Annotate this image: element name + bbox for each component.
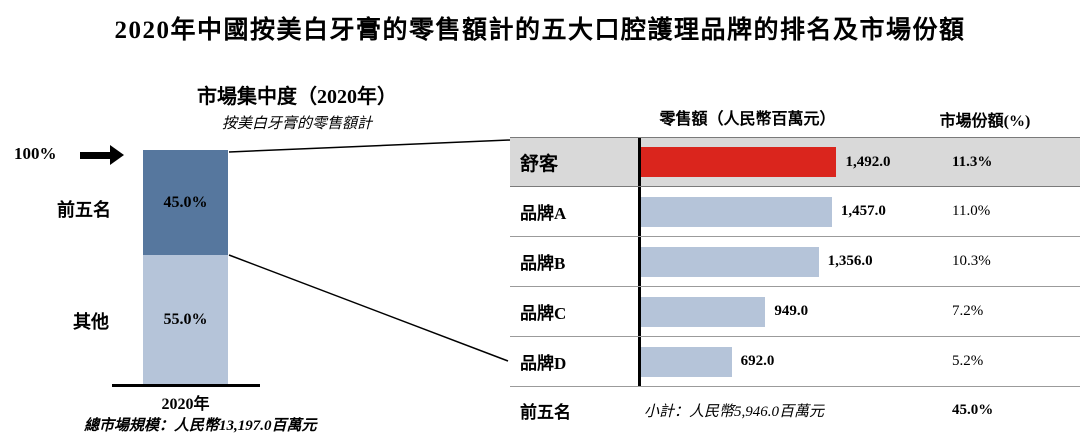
bar-area: 692.0 (638, 337, 952, 386)
segment-top5-label: 前五名 (57, 200, 111, 220)
bar-area: 949.0 (638, 287, 952, 336)
brand-label: 品牌D (520, 354, 567, 373)
bar-value: 949.0 (774, 303, 809, 319)
connector-line-top (228, 139, 511, 153)
x-axis-line (112, 384, 260, 387)
brand-label: 品牌A (520, 204, 567, 223)
stacked-bar: 45.0% 55.0% (143, 150, 228, 384)
segment-top5-value: 45.0% (163, 193, 208, 211)
bar-value: 1,356.0 (827, 253, 873, 269)
bar-area: 1,492.0 (638, 138, 952, 186)
subtotal-text: 小計：人民幣5,946.0百萬元 (644, 403, 825, 420)
segment-others-value: 55.0% (163, 310, 208, 328)
page-title: 2020年中國按美白牙膏的零售額計的五大口腔護理品牌的排名及市場份額 (114, 17, 966, 44)
brand-row-shuke: 舒客 1,492.0 11.3% (510, 137, 1080, 187)
share-value: 11.0% (952, 203, 991, 219)
bar-value: 1,457.0 (840, 203, 886, 219)
brand-bar (641, 346, 732, 377)
brand-label: 舒客 (520, 153, 559, 175)
brand-row-b: 品牌B 1,356.0 10.3% (510, 237, 1080, 287)
left-chart-title: 市場集中度（2020年） (197, 86, 397, 108)
share-value: 11.3% (952, 153, 993, 170)
brand-row-c: 品牌C 949.0 7.2% (510, 287, 1080, 337)
subtotal-row: 前五名 小計：人民幣5,946.0百萬元 45.0% (510, 387, 1080, 433)
brand-bar (641, 147, 837, 177)
x-axis-label: 2020年 (161, 396, 210, 413)
brand-table: 舒客 1,492.0 11.3% 品牌A 1,457.0 11.0% 品牌B 1… (510, 137, 1080, 433)
total-market-footnote: 總市場規模：人民幣13,197.0百萬元 (84, 418, 317, 434)
brand-row-a: 品牌A 1,457.0 11.0% (510, 187, 1080, 237)
retail-value-header: 零售額（人民幣百萬元） (659, 111, 836, 128)
arrow-right-icon (80, 145, 124, 165)
hundred-percent-label: 100% (14, 144, 57, 163)
left-chart-subtitle: 按美白牙膏的零售額計 (221, 116, 372, 132)
bar-value: 692.0 (740, 353, 775, 369)
brand-label: 品牌B (520, 254, 566, 273)
share-value: 5.2% (952, 353, 984, 369)
segment-others-label: 其他 (73, 312, 109, 332)
brand-bar (641, 296, 766, 327)
bar-area: 1,457.0 (638, 187, 952, 236)
subtotal-share: 45.0% (952, 401, 994, 418)
bar-value: 1,492.0 (845, 153, 891, 170)
share-value: 10.3% (952, 253, 991, 269)
connector-line-bottom (228, 254, 509, 362)
bar-area: 1,356.0 (638, 237, 952, 286)
share-value: 7.2% (952, 303, 984, 319)
brand-bar (641, 196, 832, 227)
brand-label: 品牌C (520, 304, 567, 323)
stacked-segment-top5: 45.0% (143, 150, 228, 256)
market-share-header: 市場份額(%) (939, 113, 1031, 130)
brand-row-d: 品牌D 692.0 5.2% (510, 337, 1080, 387)
brand-bar (641, 246, 819, 277)
stacked-segment-others: 55.0% (143, 255, 228, 384)
subtotal-label: 前五名 (520, 402, 571, 422)
